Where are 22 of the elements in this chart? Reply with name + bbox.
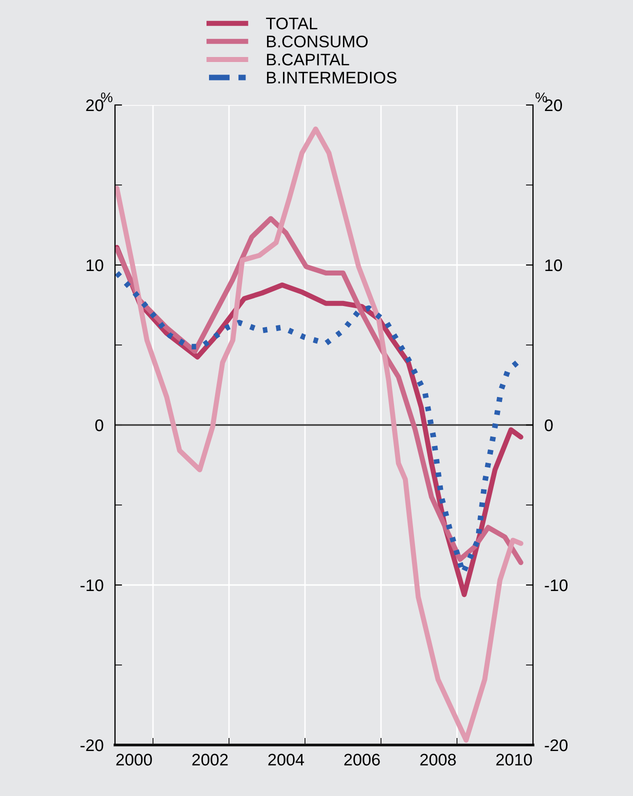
y2-tick-label: 0	[544, 419, 553, 432]
legend-label: B.CONSUMO	[267, 36, 368, 48]
x-tick-label: 2004	[268, 754, 304, 766]
legend-label: B.INTERMEDIOS	[267, 72, 396, 84]
y-tick-label: 20	[86, 99, 104, 112]
y-tick-label: 0	[95, 419, 104, 432]
y2-axis-title: %	[536, 92, 547, 102]
x-tick-label: 2010	[496, 754, 532, 766]
x-tick-label: 2006	[344, 754, 380, 766]
y-axis-title: %	[101, 92, 112, 102]
y-tick-label: 10	[86, 259, 104, 272]
y2-tick-label: 20	[544, 99, 562, 112]
x-tick-label: 2002	[192, 754, 228, 766]
legend-label: B.CAPITAL	[267, 54, 350, 66]
y-tick-label: -20	[80, 739, 104, 752]
legend-label: TOTAL	[266, 18, 318, 30]
x-tick-label: 2008	[420, 754, 456, 766]
y2-tick-label: -20	[544, 739, 568, 752]
y2-tick-label: 10	[545, 259, 562, 272]
y2-tick-label: -10	[544, 579, 568, 592]
y-tick-label: -10	[80, 579, 104, 592]
x-tick-label: 2000	[116, 754, 152, 766]
